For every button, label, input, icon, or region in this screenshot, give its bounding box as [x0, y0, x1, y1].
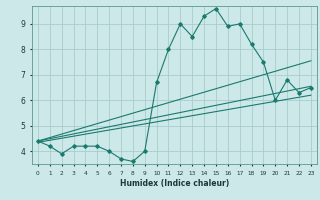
X-axis label: Humidex (Indice chaleur): Humidex (Indice chaleur) [120, 179, 229, 188]
